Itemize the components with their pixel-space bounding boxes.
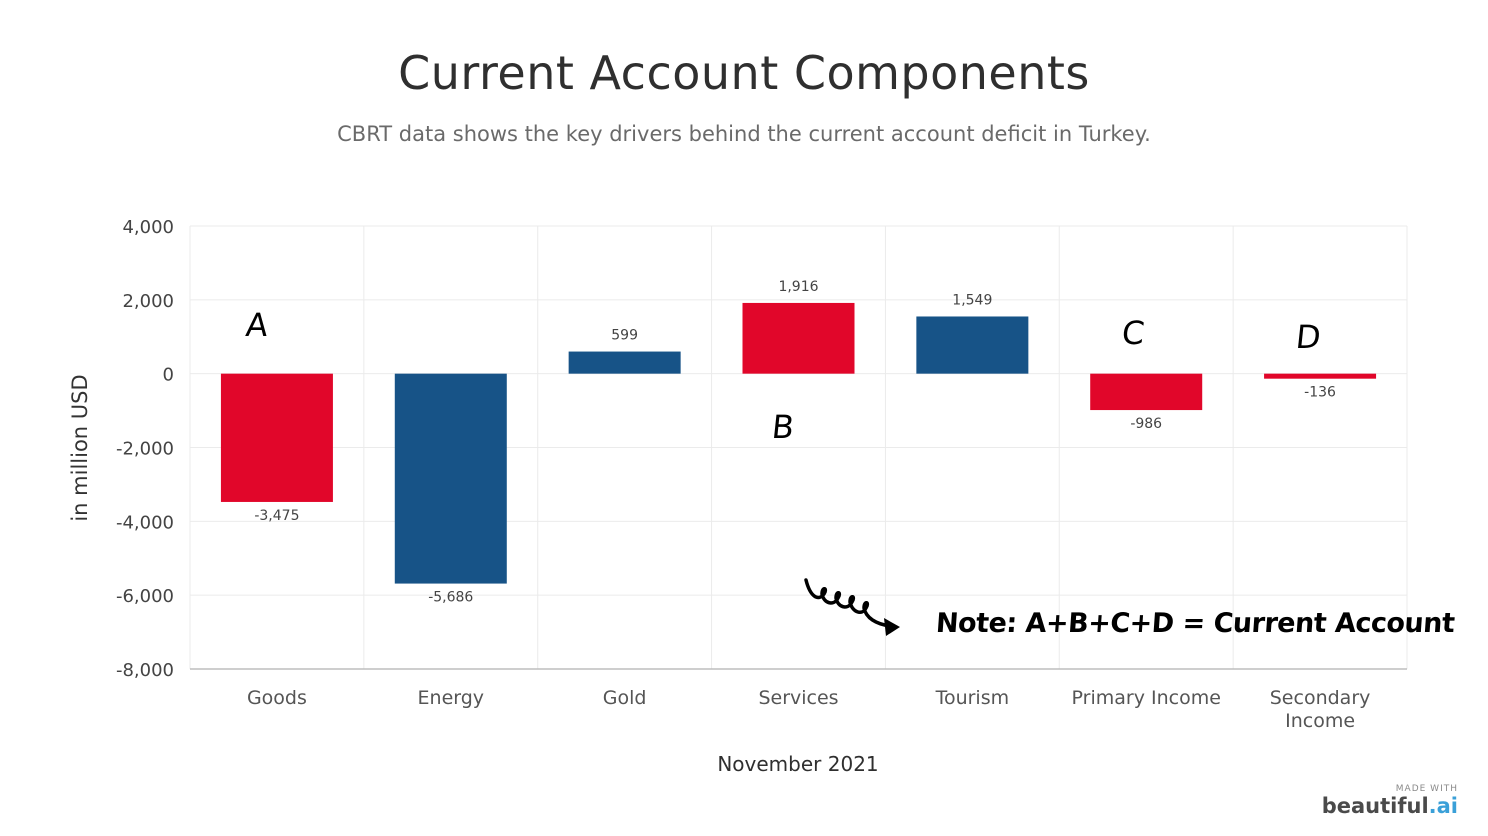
x-tick-label: Tourism: [935, 687, 1010, 709]
bar: [742, 302, 855, 374]
x-tick-label: Services: [758, 687, 838, 709]
bar: [1264, 373, 1377, 379]
bar: [916, 316, 1029, 374]
y-tick-label: -8,000: [116, 660, 174, 681]
y-tick-label: -6,000: [116, 586, 174, 607]
annotation-letter-d: D: [1294, 318, 1323, 356]
y-tick-label: 0: [163, 365, 174, 386]
brand-logo: beautiful.ai: [1322, 794, 1458, 818]
data-label: -5,686: [428, 590, 473, 606]
bar: [220, 373, 333, 502]
data-label: 1,549: [952, 292, 992, 308]
data-label: -3,475: [254, 508, 299, 524]
squiggle-arrow-icon: [804, 578, 900, 636]
x-tick-label: Primary Income: [1072, 687, 1221, 709]
y-tick-label: 2,000: [122, 291, 174, 312]
y-axis-title: in million USD: [68, 374, 92, 521]
annotation-note: Note: A+B+C+D = Current Account: [934, 608, 1456, 639]
x-axis-title: November 2021: [717, 752, 879, 776]
chart-title: Current Account Components: [398, 46, 1090, 100]
data-label: -986: [1130, 416, 1162, 432]
x-tick-label: Gold: [603, 687, 647, 709]
x-tick-label: Goods: [247, 687, 307, 709]
made-with-label: MADE WITH: [1395, 784, 1458, 794]
brand-name: beautiful: [1321, 794, 1429, 818]
x-tick-label: Energy: [418, 687, 485, 709]
bar: [1090, 373, 1203, 411]
data-label: 599: [611, 328, 638, 344]
y-tick-label: 4,000: [122, 217, 174, 238]
annotation-letter-a: A: [244, 306, 270, 344]
brand-suffix: .ai: [1428, 794, 1458, 818]
bar: [394, 373, 507, 584]
chart-subtitle: CBRT data shows the key drivers behind t…: [337, 122, 1151, 146]
annotation-letter-c: C: [1120, 314, 1147, 352]
x-tick-label: Income: [1285, 710, 1355, 732]
x-tick-label: Secondary: [1270, 687, 1371, 709]
y-tick-label: -4,000: [116, 512, 174, 533]
y-tick-label: -2,000: [116, 439, 174, 460]
data-label: 1,916: [778, 279, 818, 295]
bar-chart: 4,000 2,000 0 -2,000 -4,000 -6,000 -8,000 -3,47…: [68, 217, 1408, 732]
bar: [568, 351, 681, 374]
data-label: -136: [1304, 385, 1336, 401]
annotation-letter-b: B: [770, 408, 796, 446]
